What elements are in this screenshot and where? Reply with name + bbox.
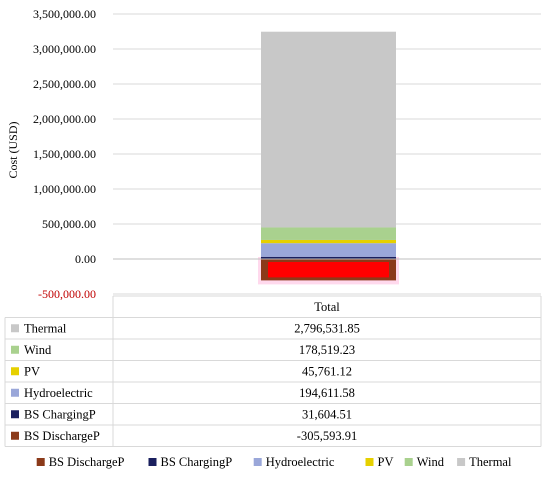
bar-segment-4	[261, 227, 396, 240]
y-tick-label: 2,000,000.00	[33, 112, 96, 126]
bar-segment-5	[261, 31, 396, 228]
legend-swatch	[404, 458, 413, 466]
bar-segment-0-highlight	[268, 262, 389, 278]
table-legend-swatch	[11, 388, 19, 397]
table-row-label: Thermal	[24, 321, 67, 335]
table-legend-swatch	[11, 431, 19, 440]
y-tick-label: 3,500,000.00	[33, 7, 96, 21]
legend-label: Wind	[417, 455, 445, 469]
table-column-header: Total	[314, 300, 340, 314]
legend-label: Hydroelectric	[266, 455, 335, 469]
table-row-label: PV	[24, 364, 40, 378]
legend-swatch	[253, 458, 262, 466]
y-tick-label: 3,000,000.00	[33, 42, 96, 56]
table-legend-swatch	[11, 345, 19, 354]
table-row-value: -305,593.91	[297, 429, 357, 443]
table-row-value: 45,761.12	[302, 364, 352, 378]
table-row-label: Wind	[24, 343, 52, 357]
table-legend-swatch	[11, 367, 19, 376]
table-row-label: BS DischargeP	[24, 429, 100, 443]
table-row-label: BS ChargingP	[24, 407, 96, 421]
legend-swatch	[457, 458, 466, 466]
table-row-value: 178,519.23	[299, 343, 355, 357]
y-tick-label: 1,500,000.00	[33, 147, 96, 161]
legend-label: BS DischargeP	[49, 455, 125, 469]
y-tick-label: 500,000.00	[42, 217, 96, 231]
bar-segment-2	[261, 243, 396, 257]
y-tick-label: 1,000,000.00	[33, 182, 96, 196]
table-legend-swatch	[11, 324, 19, 333]
y-axis-label: Cost (USD)	[6, 121, 20, 178]
y-tick-label: -500,000.00	[38, 287, 96, 301]
table-legend-swatch	[11, 410, 19, 419]
legend-label: Thermal	[469, 455, 512, 469]
y-tick-label: 2,500,000.00	[33, 77, 96, 91]
bar-segment-1	[261, 256, 396, 259]
legend-swatch	[148, 458, 157, 466]
table-row-value: 31,604.51	[302, 407, 352, 421]
table-row-value: 194,611.58	[299, 386, 355, 400]
table-row-label: Hydroelectric	[24, 386, 93, 400]
legend-label: PV	[378, 455, 394, 469]
bar-segment-3	[261, 239, 396, 244]
y-tick-label: 0.00	[75, 252, 96, 266]
legend-swatch	[36, 458, 45, 466]
table-row-value: 2,796,531.85	[294, 321, 360, 335]
legend-label: BS ChargingP	[161, 455, 233, 469]
legend-swatch	[365, 458, 374, 466]
